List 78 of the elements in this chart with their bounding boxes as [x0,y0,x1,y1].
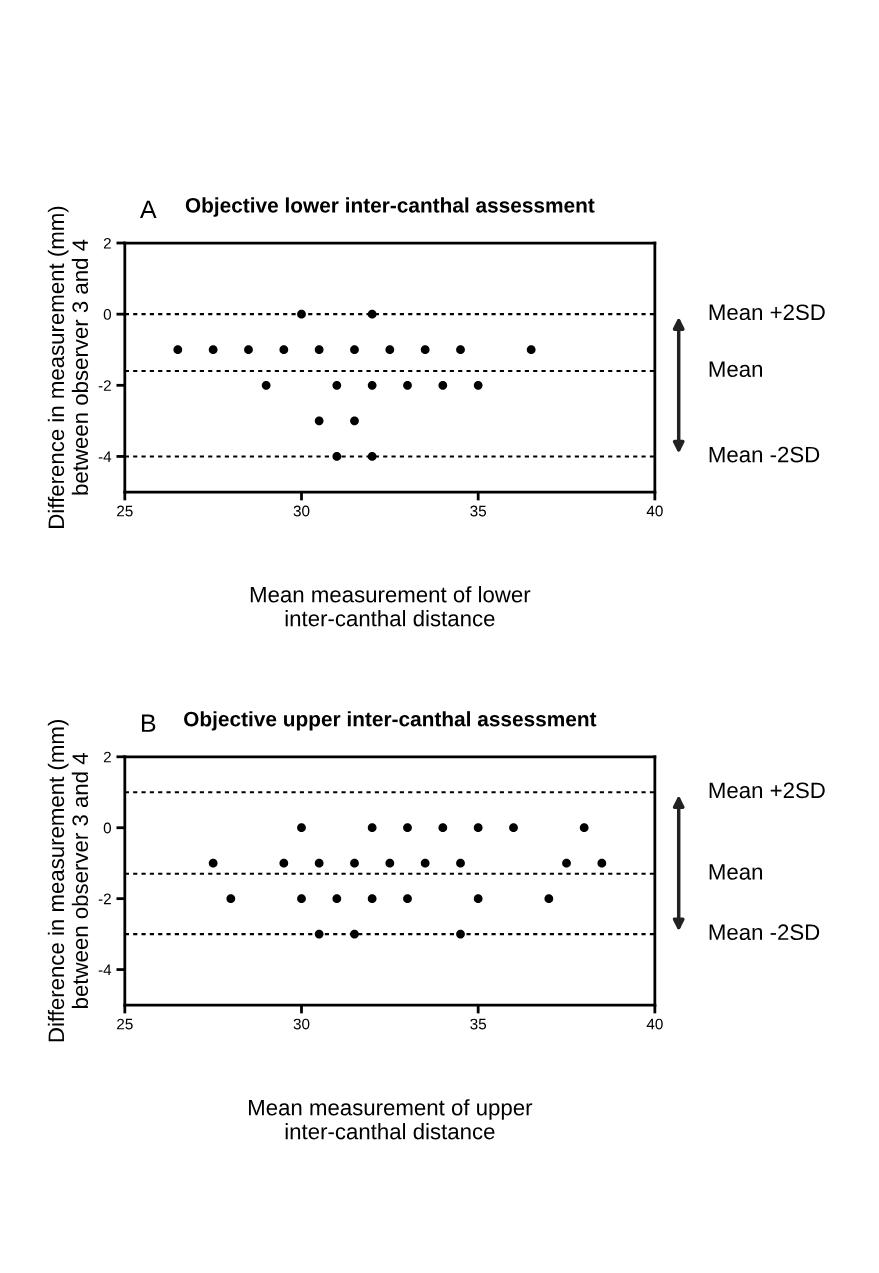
point [526,345,536,355]
point [367,823,377,833]
y-tick-label: 2 [103,237,111,249]
point [597,858,607,868]
point [314,929,324,939]
point [367,309,377,319]
x-axis-title: Mean measurement of lower inter-canthal distance [250,586,531,627]
y-tick-label: 2 [103,751,111,763]
point [244,345,253,355]
x-tick-label: 25 [117,1018,133,1030]
x-tick-label: 25 [117,505,133,517]
point [456,345,465,355]
point [297,823,306,833]
point [279,858,289,868]
point [314,345,324,355]
y-tick-label: -4 [98,964,112,976]
point [367,380,377,390]
point [509,823,518,833]
point [385,858,395,868]
ref-line-label: Mean +2SD [709,782,825,799]
x-tick-label: 40 [646,1018,663,1030]
x-tick-label: 35 [470,1018,487,1030]
point [314,416,324,426]
point [473,823,483,833]
point [332,380,342,390]
ref-line-label: Mean +2SD [709,304,825,321]
point [367,894,377,904]
point [456,858,465,868]
point [403,380,412,390]
ref-line-label: Mean -2SD [709,446,820,463]
y-tick-label: 0 [103,822,112,834]
x-tick-label: 40 [646,505,663,517]
point [473,380,483,390]
y-tick-label: 0 [103,309,112,320]
point [350,858,359,868]
ref-line-label: Mean -2SD [709,924,820,941]
x-tick-label: 30 [293,1018,310,1030]
point [261,380,271,390]
point [367,452,377,461]
point [350,416,359,426]
point [314,858,324,868]
ref-line-label: Mean [709,361,762,378]
text: A [140,200,157,218]
point [438,380,448,390]
y-tick-label: -2 [98,893,111,905]
x-tick-label: 35 [470,505,487,517]
point [562,858,571,868]
text: B [142,714,156,732]
point [403,823,412,833]
point [403,894,412,904]
x-tick-label: 30 [293,505,310,517]
point [544,894,554,904]
chart-title: Objective upper inter-canthal assessment [184,711,597,731]
point [208,858,218,868]
point [332,452,342,461]
point [438,823,448,833]
point [297,309,306,319]
point [579,823,589,833]
point [350,929,359,939]
point [279,345,289,355]
y-tick-label: -4 [98,451,112,462]
point [456,929,465,939]
point [473,894,483,904]
point [297,894,306,904]
point [173,345,183,355]
point [420,858,430,868]
ref-line-label: Mean [709,864,762,880]
y-tick-label: -2 [98,380,111,391]
point [332,894,342,904]
y-axis-title: Difference in measurement (mm) between observer 3 and 4 [47,720,89,1042]
point [350,345,359,355]
point [226,894,236,904]
point [208,345,218,355]
x-axis-title: Mean measurement of upper inter-canthal distance [249,1099,533,1140]
point [420,345,430,355]
point [385,345,395,355]
chart-title: Objective lower inter-canthal assessment [185,197,595,217]
y-axis-title: Difference in measurement (mm) between observer 3 and 4 [47,206,89,528]
